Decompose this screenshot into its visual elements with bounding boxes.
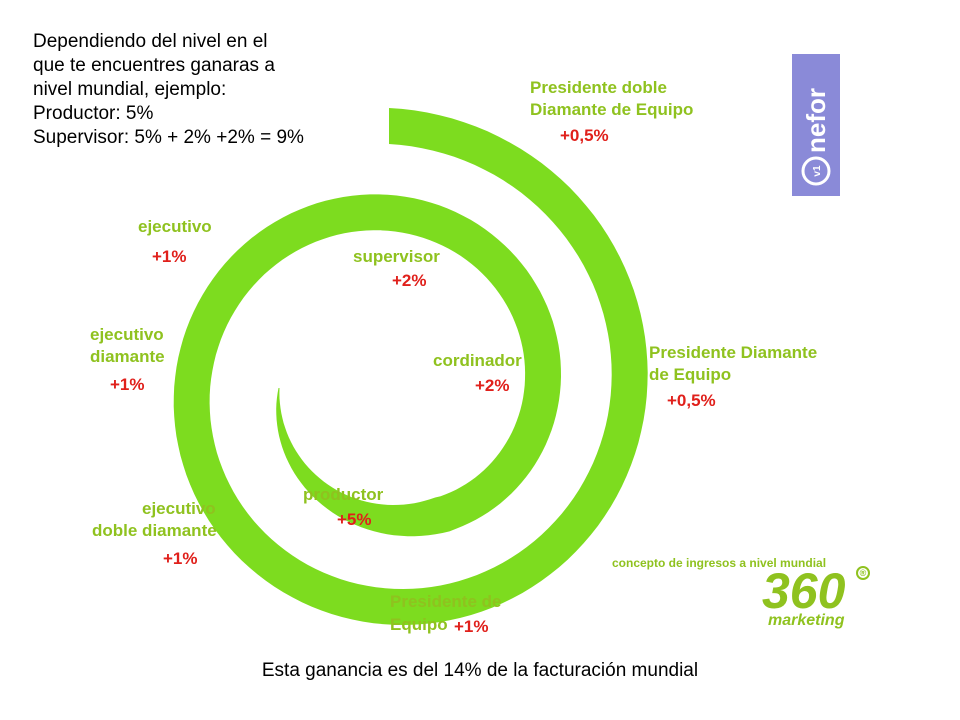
level-ejecutivo-doble-diamante-percent: +1%	[163, 549, 198, 568]
registered-icon: ®	[856, 566, 870, 580]
logo-circle-icon	[801, 156, 831, 186]
level-ejecutivo-diamante-label-1: ejecutivo	[90, 325, 164, 344]
level-presidente-doble-diamante-percent: +0,5%	[560, 126, 609, 145]
nefor-logo: v1 nefor	[792, 54, 840, 196]
level-supervisor-label: supervisor	[353, 247, 440, 266]
level-presidente-diamante-label-2: de Equipo	[649, 365, 731, 384]
intro-line: Dependiendo del nivel en el	[33, 31, 268, 52]
level-presidente-doble-diamante-label-1: Presidente doble	[530, 78, 667, 97]
intro-line: que te encuentres ganaras a	[33, 55, 275, 76]
level-presidente-equipo-percent: +1%	[454, 617, 489, 636]
level-cordinador-percent: +2%	[475, 376, 510, 395]
intro-text: Dependiendo del nivel en el que te encue…	[33, 30, 353, 150]
level-ejecutivo-doble-diamante-label-1: ejecutivo	[142, 499, 216, 518]
level-ejecutivo-doble-diamante-label-2: doble diamante	[92, 521, 217, 540]
logo-circle-mark: v1	[812, 165, 823, 177]
level-presidente-diamante-percent: +0,5%	[667, 391, 716, 410]
level-ejecutivo-label: ejecutivo	[138, 217, 212, 236]
level-ejecutivo-diamante-percent: +1%	[110, 375, 145, 394]
intro-line: nivel mundial, ejemplo:	[33, 79, 227, 100]
intro-line: Productor: 5%	[33, 103, 154, 124]
brand-caption: concepto de ingresos a nivel mundial	[612, 556, 827, 570]
brand-360: 360	[762, 563, 846, 619]
level-presidente-doble-diamante-label-2: Diamante de Equipo	[530, 100, 693, 119]
level-cordinador-label: cordinador	[433, 351, 522, 370]
brand-marketing: marketing	[768, 612, 845, 629]
level-presidente-equipo-label-1: Presidente de	[390, 592, 502, 611]
level-ejecutivo-diamante-label-2: diamante	[90, 347, 165, 366]
level-productor-label: productor	[303, 485, 384, 504]
level-ejecutivo-percent: +1%	[152, 247, 187, 266]
spiral-band	[173, 108, 648, 625]
level-presidente-diamante-label-1: Presidente Diamante	[649, 343, 817, 362]
footer-caption: Esta ganancia es del 14% de la facturaci…	[261, 660, 699, 681]
level-supervisor-percent: +2%	[392, 271, 427, 290]
logo-text: nefor	[801, 88, 831, 153]
intro-line: Supervisor: 5% + 2% +2% = 9%	[33, 127, 304, 148]
level-productor-percent: +5%	[337, 510, 372, 529]
level-presidente-equipo-label-2: Equipo	[390, 615, 448, 634]
